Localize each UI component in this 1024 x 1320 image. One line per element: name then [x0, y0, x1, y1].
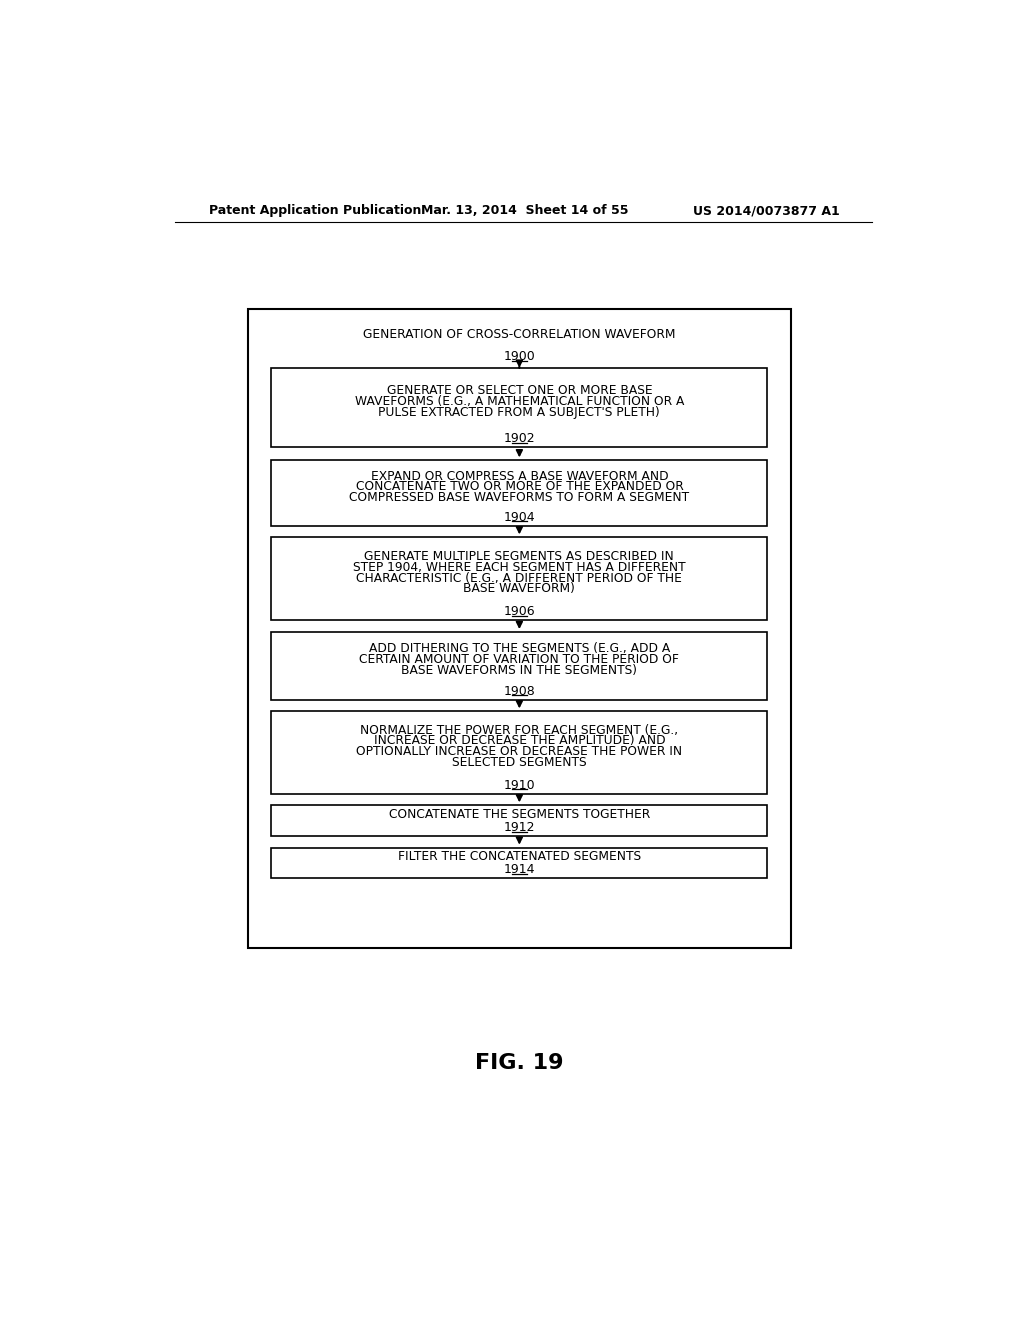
Text: 1904: 1904 — [504, 511, 536, 524]
Text: INCREASE OR DECREASE THE AMPLITUDE) AND: INCREASE OR DECREASE THE AMPLITUDE) AND — [374, 734, 666, 747]
Text: 1900: 1900 — [504, 350, 536, 363]
Text: COMPRESSED BASE WAVEFORMS TO FORM A SEGMENT: COMPRESSED BASE WAVEFORMS TO FORM A SEGM… — [349, 491, 689, 504]
Text: CONCATENATE THE SEGMENTS TOGETHER: CONCATENATE THE SEGMENTS TOGETHER — [389, 808, 650, 821]
Text: GENERATE OR SELECT ONE OR MORE BASE: GENERATE OR SELECT ONE OR MORE BASE — [387, 384, 652, 397]
Bar — [271, 847, 767, 878]
Text: 1902: 1902 — [504, 432, 536, 445]
Bar — [248, 309, 791, 948]
Text: FILTER THE CONCATENATED SEGMENTS: FILTER THE CONCATENATED SEGMENTS — [397, 850, 641, 863]
Text: GENERATION OF CROSS-CORRELATION WAVEFORM: GENERATION OF CROSS-CORRELATION WAVEFORM — [364, 327, 676, 341]
Bar — [271, 461, 767, 525]
Text: WAVEFORMS (E.G., A MATHEMATICAL FUNCTION OR A: WAVEFORMS (E.G., A MATHEMATICAL FUNCTION… — [354, 395, 684, 408]
Text: EXPAND OR COMPRESS A BASE WAVEFORM AND: EXPAND OR COMPRESS A BASE WAVEFORM AND — [371, 470, 669, 483]
Text: BASE WAVEFORM): BASE WAVEFORM) — [464, 582, 575, 595]
Text: 1908: 1908 — [504, 685, 536, 698]
Text: 1914: 1914 — [504, 863, 536, 876]
Text: FIG. 19: FIG. 19 — [475, 1053, 563, 1073]
Bar — [271, 805, 767, 836]
Text: PULSE EXTRACTED FROM A SUBJECT'S PLETH): PULSE EXTRACTED FROM A SUBJECT'S PLETH) — [379, 405, 660, 418]
Bar — [271, 632, 767, 700]
Text: Patent Application Publication: Patent Application Publication — [209, 205, 422, 218]
Text: GENERATE MULTIPLE SEGMENTS AS DESCRIBED IN: GENERATE MULTIPLE SEGMENTS AS DESCRIBED … — [365, 550, 674, 564]
Text: ADD DITHERING TO THE SEGMENTS (E.G., ADD A: ADD DITHERING TO THE SEGMENTS (E.G., ADD… — [369, 643, 670, 656]
Text: OPTIONALLY INCREASE OR DECREASE THE POWER IN: OPTIONALLY INCREASE OR DECREASE THE POWE… — [356, 746, 682, 758]
Bar — [271, 368, 767, 447]
Text: US 2014/0073877 A1: US 2014/0073877 A1 — [692, 205, 840, 218]
Text: CERTAIN AMOUNT OF VARIATION TO THE PERIOD OF: CERTAIN AMOUNT OF VARIATION TO THE PERIO… — [359, 653, 679, 667]
Text: BASE WAVEFORMS IN THE SEGMENTS): BASE WAVEFORMS IN THE SEGMENTS) — [401, 664, 637, 677]
Text: NORMALIZE THE POWER FOR EACH SEGMENT (E.G.,: NORMALIZE THE POWER FOR EACH SEGMENT (E.… — [360, 723, 679, 737]
Text: CHARACTERISTIC (E.G., A DIFFERENT PERIOD OF THE: CHARACTERISTIC (E.G., A DIFFERENT PERIOD… — [356, 572, 682, 585]
Bar — [271, 711, 767, 793]
Text: 1910: 1910 — [504, 779, 536, 792]
Text: 1912: 1912 — [504, 821, 536, 834]
Text: 1906: 1906 — [504, 606, 536, 619]
Text: STEP 1904, WHERE EACH SEGMENT HAS A DIFFERENT: STEP 1904, WHERE EACH SEGMENT HAS A DIFF… — [353, 561, 686, 574]
Text: Mar. 13, 2014  Sheet 14 of 55: Mar. 13, 2014 Sheet 14 of 55 — [421, 205, 629, 218]
Text: SELECTED SEGMENTS: SELECTED SEGMENTS — [452, 756, 587, 770]
Text: CONCATENATE TWO OR MORE OF THE EXPANDED OR: CONCATENATE TWO OR MORE OF THE EXPANDED … — [355, 480, 683, 494]
Bar — [271, 537, 767, 620]
